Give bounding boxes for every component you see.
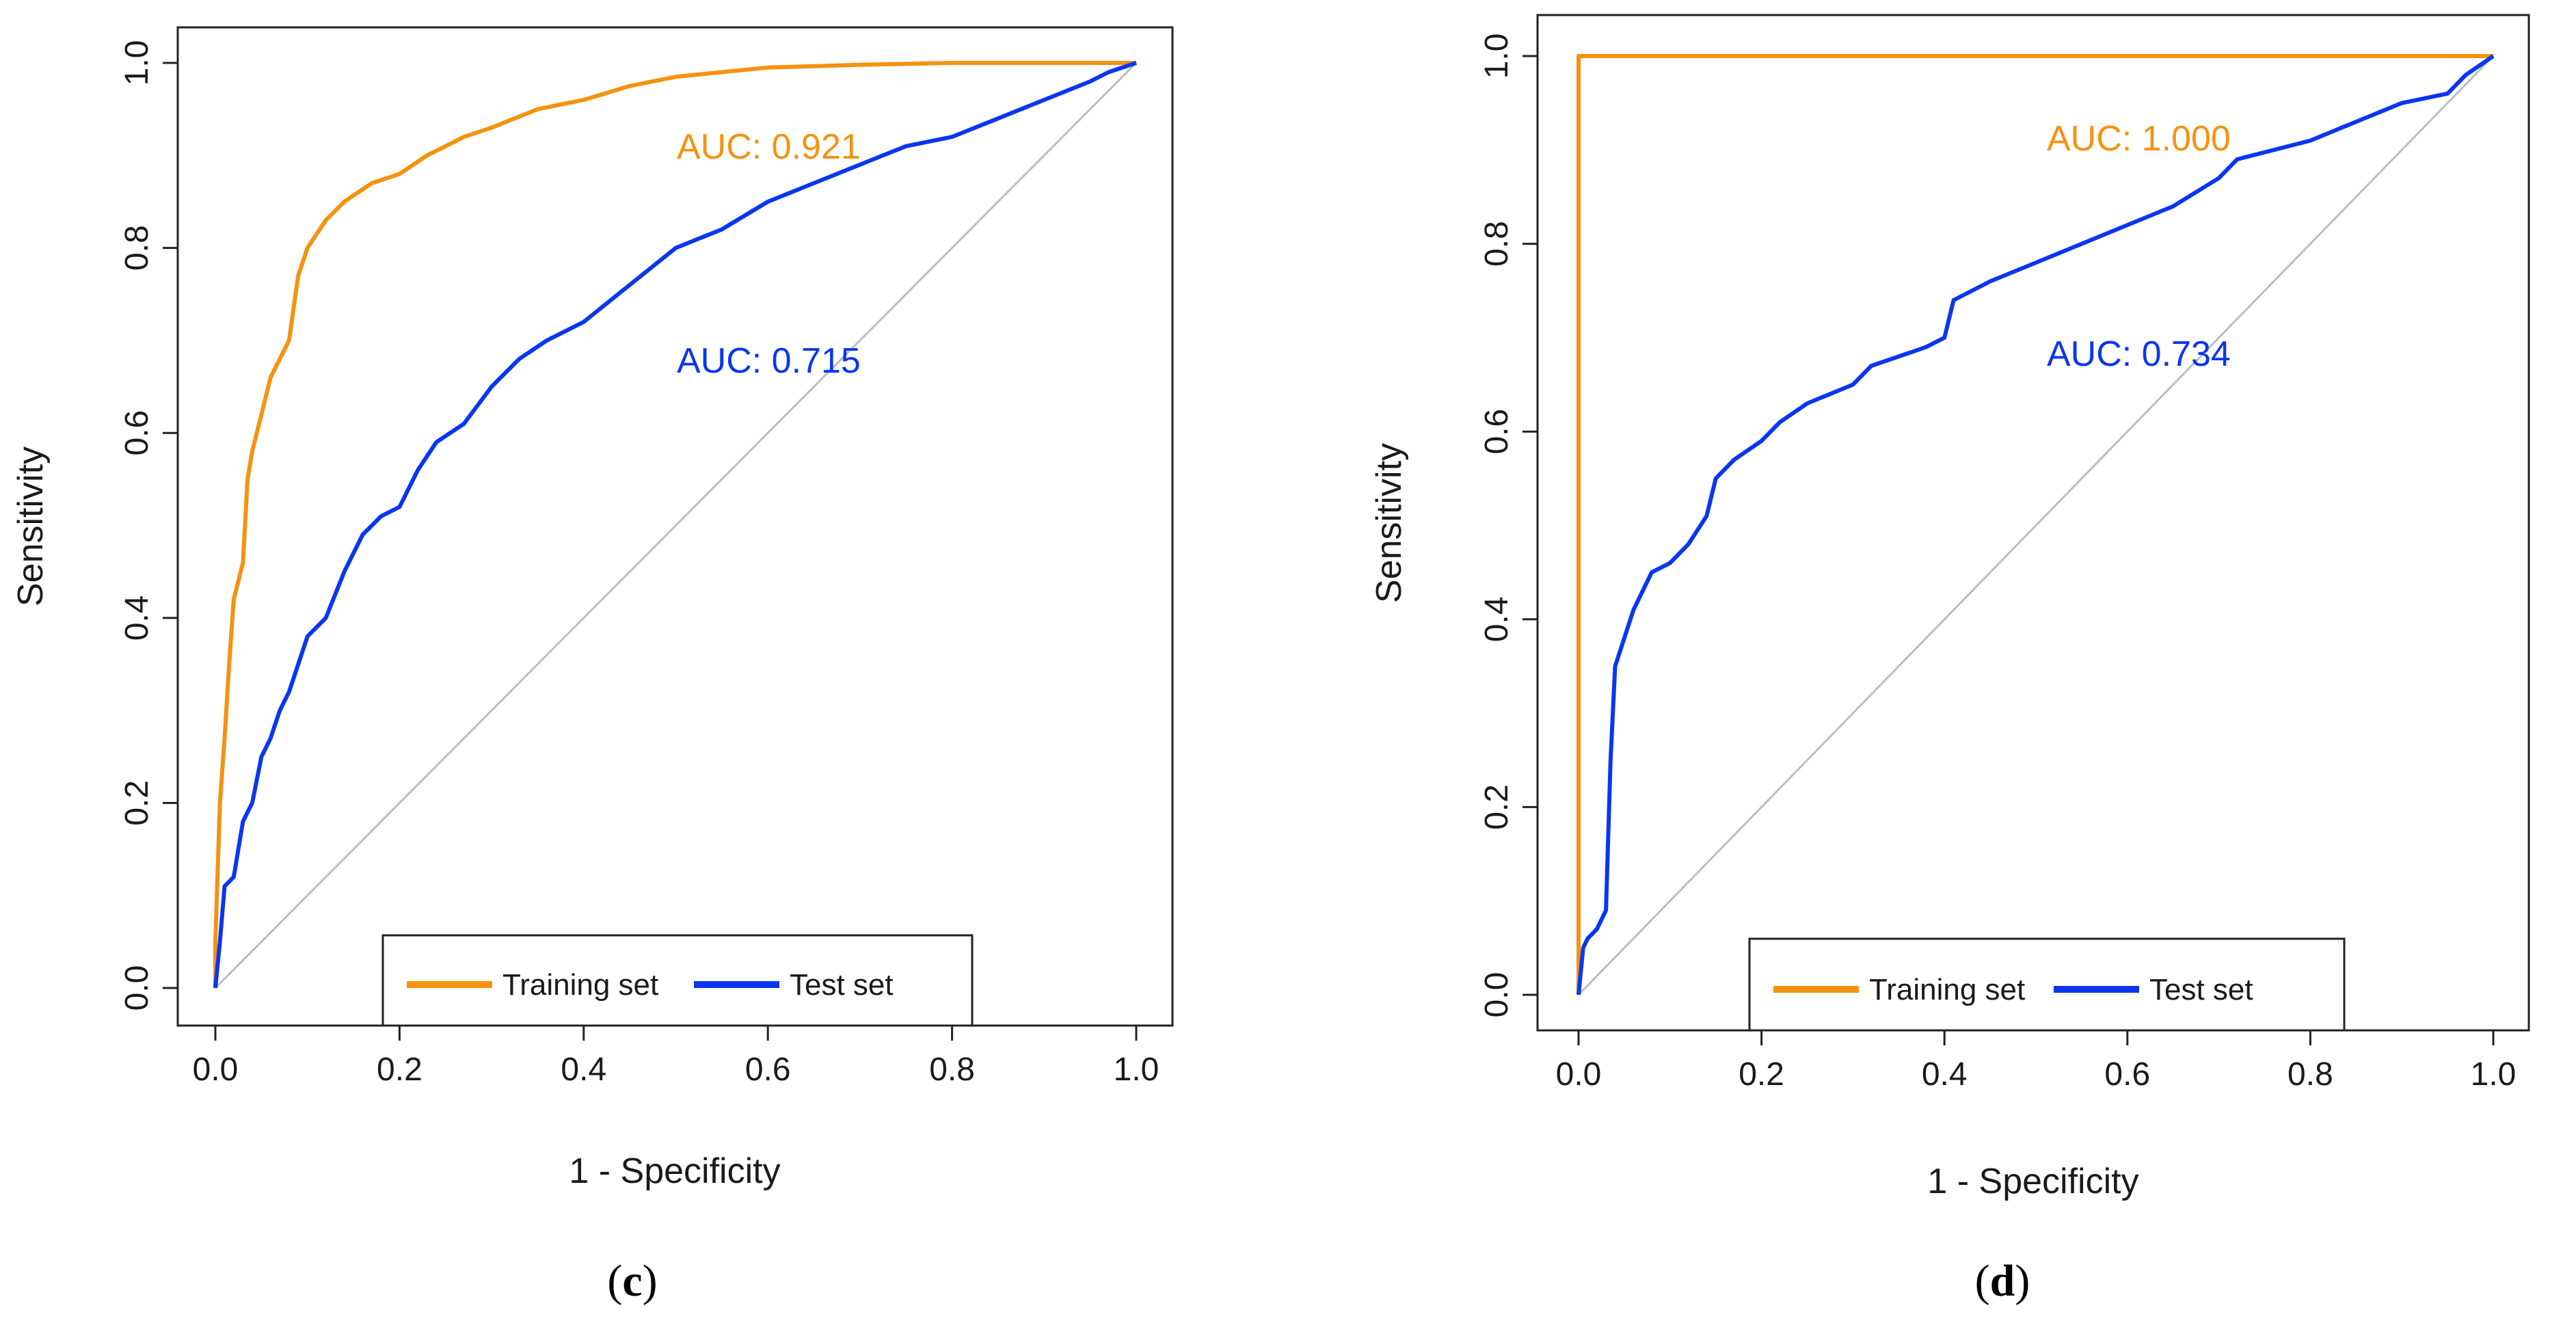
x-axis: 0.0 0.2 0.4 0.6 0.8 1.0 (193, 1024, 1159, 1088)
x-tick-label: 0.0 (1556, 1056, 1602, 1093)
y-tick-label: 0.0 (119, 965, 155, 1011)
y-axis: 0.0 0.2 0.4 0.6 0.8 1.0 (1479, 34, 1539, 1018)
y-tick-label: 0.0 (1479, 972, 1515, 1018)
y-tick-label: 0.4 (119, 595, 155, 641)
auc-label-training: AUC: 1.000 (2047, 119, 2231, 159)
legend-box (381, 934, 974, 1027)
series-line-training-set (213, 61, 1136, 988)
series-line-test-set (1577, 54, 2495, 995)
series-line-training-set (1577, 54, 2493, 995)
y-tick-label: 0.8 (1479, 221, 1515, 267)
y-axis: 0.0 0.2 0.4 0.6 0.8 1.0 (119, 40, 179, 1011)
y-tick-label: 0.2 (119, 780, 155, 826)
x-axis-label: 1 - Specificity (569, 1151, 780, 1191)
plot-frame (1536, 14, 2530, 1032)
legend: Training set Test set (1748, 937, 2346, 1032)
y-tick-label: 1.0 (1479, 34, 1515, 79)
roc-panel-d: 0.0 0.2 0.4 0.6 0.8 1.0 0.0 0.2 0.4 0.6 0.8 1.0 AU… (1288, 0, 2576, 1323)
reference-diagonal-line (1577, 55, 2495, 996)
x-tick-label: 0.2 (377, 1052, 422, 1088)
legend-label-training: Training set (1869, 973, 2025, 1006)
x-tick-label: 0.6 (2104, 1056, 2150, 1093)
roc-panel-c: 0.0 0.2 0.4 0.6 0.8 1.0 0.0 0.2 0.4 0.6 0.8 1.0 AU… (11, 26, 1174, 1306)
y-tick-label: 0.6 (119, 410, 155, 456)
panel-label-d: (d) (1975, 1256, 2030, 1306)
legend-box (1748, 937, 2346, 1032)
legend-label-test: Test set (2149, 973, 2253, 1006)
auc-label-training: AUC: 0.921 (677, 127, 861, 167)
x-tick-label: 0.6 (745, 1052, 791, 1088)
x-axis-label: 1 - Specificity (1927, 1162, 2138, 1201)
x-tick-label: 1.0 (1114, 1052, 1159, 1088)
y-axis-label: Sensitivity (11, 446, 51, 606)
auc-label-test: AUC: 0.734 (2047, 334, 2231, 374)
y-tick-label: 0.4 (1479, 596, 1515, 642)
legend-label-training: Training set (502, 968, 658, 1002)
x-tick-label: 0.2 (1739, 1056, 1784, 1093)
y-tick-label: 0.6 (1479, 409, 1515, 455)
x-tick-label: 0.4 (1922, 1056, 1968, 1093)
roc-chart-c: 0.0 0.2 0.4 0.6 0.8 1.0 0.0 0.2 0.4 0.6 0.8 1.0 AU… (11, 26, 1174, 1306)
y-axis-label: Sensitivity (1369, 443, 1409, 603)
y-tick-label: 0.2 (1479, 784, 1515, 830)
panel-label-c: (c) (607, 1256, 657, 1306)
x-axis: 0.0 0.2 0.4 0.6 0.8 1.0 (1556, 1029, 2517, 1093)
x-tick-label: 0.0 (193, 1052, 239, 1088)
x-tick-label: 0.8 (929, 1052, 975, 1088)
roc-chart-d: 0.0 0.2 0.4 0.6 0.8 1.0 0.0 0.2 0.4 0.6 0.8 1.0 AU… (1369, 14, 2530, 1306)
legend-label-test: Test set (790, 968, 894, 1002)
series-line-test-set (213, 61, 1137, 989)
reference-diagonal-line (214, 62, 1138, 989)
x-tick-label: 0.8 (2287, 1056, 2333, 1093)
y-tick-label: 1.0 (119, 40, 155, 86)
x-tick-label: 0.4 (561, 1052, 606, 1088)
legend: Training set Test set (381, 934, 974, 1027)
x-tick-label: 1.0 (2471, 1056, 2517, 1093)
y-tick-label: 0.8 (119, 225, 155, 271)
auc-label-test: AUC: 0.715 (677, 341, 861, 381)
